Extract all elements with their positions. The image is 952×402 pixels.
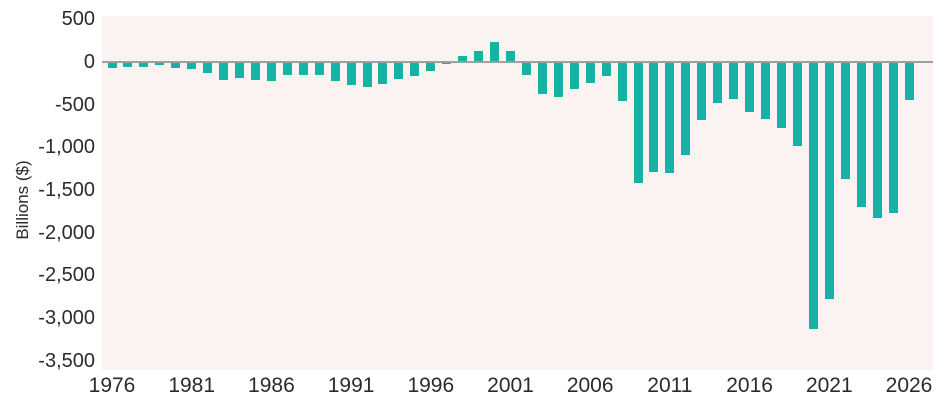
- bar-2008: [617, 61, 627, 102]
- x-tick-label: 2021: [805, 374, 853, 397]
- x-tick-label: 1981: [168, 374, 216, 397]
- bar-2026: [904, 61, 914, 101]
- x-tick-label: 2001: [487, 374, 534, 397]
- bar-2015: [729, 61, 739, 100]
- bar-1990: [330, 61, 340, 81]
- y-tick-label: -3,500: [38, 349, 95, 372]
- x-tick-label: 2011: [647, 374, 693, 397]
- bar-1982: [203, 61, 213, 73]
- y-tick-label: 500: [61, 8, 95, 31]
- y-tick-label: -500: [54, 93, 95, 116]
- bar-1993: [378, 61, 388, 84]
- bar-1979: [155, 61, 165, 66]
- bar-2016: [745, 61, 755, 112]
- x-tick-label: 1976: [88, 374, 136, 397]
- y-tick-label: 0: [83, 50, 95, 73]
- bar-1987: [282, 61, 292, 75]
- bar-2011: [665, 61, 675, 173]
- bar-2018: [776, 61, 786, 129]
- bar-1986: [266, 61, 276, 81]
- bar-1981: [187, 61, 197, 69]
- bar-2017: [761, 61, 771, 119]
- x-tick-label: 2026: [885, 374, 933, 397]
- bar-1985: [250, 61, 260, 81]
- x-tick-label: 1991: [327, 374, 375, 397]
- bar-2021: [824, 61, 834, 299]
- x-tick-label: 2016: [726, 374, 773, 397]
- bar-1978: [139, 61, 149, 67]
- y-tick-label: -2,500: [38, 264, 95, 287]
- bar-2019: [792, 61, 802, 146]
- bar-2001: [506, 50, 515, 62]
- bar-2005: [569, 61, 579, 90]
- bar-2022: [840, 61, 850, 180]
- plot-area: [102, 16, 933, 370]
- bar-2023: [856, 61, 866, 207]
- bar-2002: [521, 61, 531, 76]
- bar-1999: [474, 51, 484, 62]
- bar-1996: [426, 61, 436, 72]
- y-tick-label: -2,000: [38, 221, 95, 244]
- bar-1991: [346, 61, 356, 85]
- bar-1992: [362, 61, 372, 87]
- bar-2007: [601, 61, 611, 76]
- bar-1977: [123, 61, 133, 67]
- bar-1976: [107, 61, 117, 69]
- y-tick-label: -1,000: [38, 136, 95, 159]
- bar-2025: [888, 61, 898, 214]
- bar-2013: [697, 61, 707, 120]
- bar-2006: [585, 61, 595, 84]
- bar-1980: [171, 61, 181, 69]
- bar-2009: [633, 61, 643, 183]
- bar-1998: [458, 56, 468, 62]
- x-tick-label: 1996: [407, 374, 455, 397]
- bar-2000: [490, 41, 500, 62]
- bar-1988: [298, 61, 308, 76]
- bar-2014: [713, 61, 723, 104]
- bar-1983: [219, 61, 229, 80]
- bar-2003: [537, 61, 547, 95]
- x-tick-label: 1986: [248, 374, 295, 397]
- bar-1989: [314, 61, 324, 75]
- bar-1994: [394, 61, 404, 80]
- y-tick-label: -1,500: [38, 179, 95, 201]
- bar-1995: [410, 61, 420, 76]
- bar-2012: [681, 61, 691, 155]
- zero-baseline: [102, 60, 933, 63]
- bar-2004: [553, 61, 563, 98]
- bar-2024: [872, 61, 882, 219]
- bar-2010: [649, 61, 659, 173]
- x-tick-label: 2006: [566, 374, 614, 397]
- bar-1984: [235, 61, 245, 78]
- y-tick-label: -3,000: [38, 307, 95, 330]
- bar-2020: [808, 61, 818, 330]
